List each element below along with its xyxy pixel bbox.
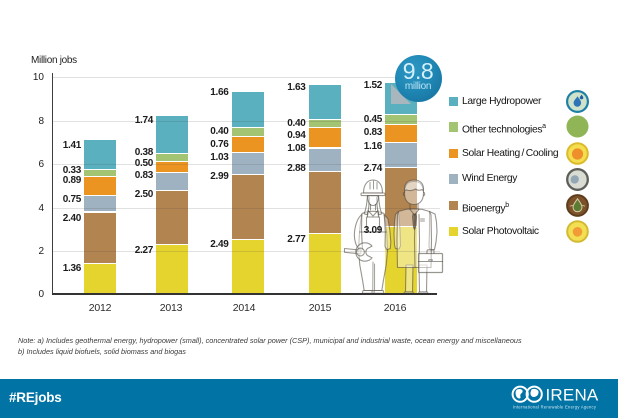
svg-text:International Renewable Energy: International Renewable Energy Agency bbox=[513, 405, 597, 410]
svg-text:IRENA: IRENA bbox=[546, 386, 599, 405]
